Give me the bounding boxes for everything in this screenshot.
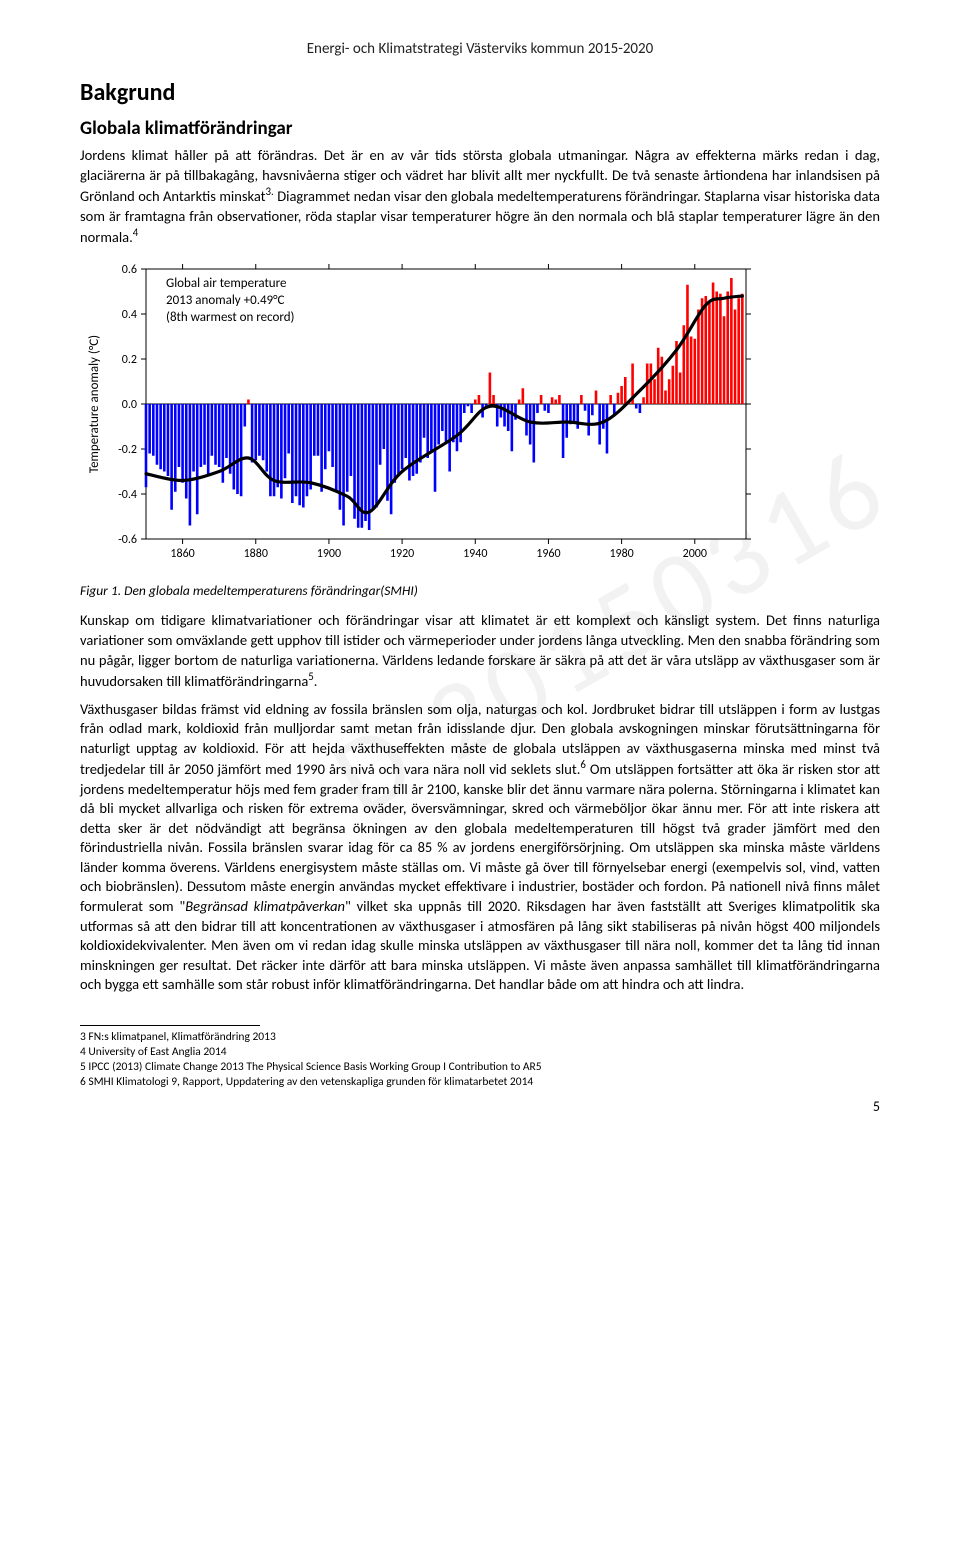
svg-text:1960: 1960 [536,547,560,561]
para3b-text: Om utsläppen fortsätter att öka är riske… [80,760,880,915]
footnote-ref-3: 3. [266,185,274,198]
svg-text:-0.6: -0.6 [118,533,137,547]
paragraph-kunskap: Kunskap om tidigare klimatvariationer oc… [80,611,880,691]
temperature-chart: -0.6 -0.4 -0.2 0.0 0.2 0.4 0.6 1860 1880 1900 1920… [80,259,880,574]
svg-text:Temperature anomaly (°C): Temperature anomaly (°C) [87,335,102,473]
svg-text:2013 anomaly +0.49°C: 2013 anomaly +0.49°C [166,293,285,308]
paragraph-vaxthusgaser: Växthusgaser bildas främst vid eldning a… [80,700,880,995]
subtitle-globala: Globala klimatförändringar [80,117,880,140]
paragraph-intro: Jordens klimat håller på att förändras. … [80,146,880,247]
para3-italic: Begränsad klimatpåverkan [185,897,345,915]
figure-1-caption: Figur 1. Den globala medeltemperaturens … [80,582,880,599]
svg-text:1900: 1900 [317,547,341,561]
page-header: Energi- och Klimatstrategi Västerviks ko… [80,40,880,58]
title-bakgrund: Bakgrund [80,78,880,107]
para2-text: Kunskap om tidigare klimatvariationer oc… [80,611,880,690]
footnote-5: 5 IPCC (2013) Climate Change 2013 The Ph… [80,1060,880,1075]
footnote-3: 3 FN:s klimatpanel, Klimatförändring 201… [80,1030,880,1045]
svg-text:1940: 1940 [463,547,487,561]
svg-text:0.6: 0.6 [122,263,137,277]
svg-text:(8th warmest on record): (8th warmest on record) [166,310,294,325]
svg-text:Global air temperature: Global air temperature [166,276,286,291]
svg-text:1860: 1860 [170,547,194,561]
svg-text:-0.2: -0.2 [118,443,137,457]
svg-text:1920: 1920 [390,547,414,561]
svg-text:1880: 1880 [244,547,268,561]
footnote-6: 6 SMHI Klimatologi 9, Rapport, Uppdateri… [80,1075,880,1090]
svg-text:0.4: 0.4 [122,308,137,322]
footnote-ref-4: 4 [133,226,139,239]
page-number: 5 [80,1098,880,1115]
para2-end: . [314,672,318,690]
svg-text:0.0: 0.0 [122,398,137,412]
footnote-4: 4 University of East Anglia 2014 [80,1045,880,1060]
footnote-separator [80,1025,260,1026]
svg-text:-0.4: -0.4 [118,488,137,502]
svg-text:1980: 1980 [609,547,633,561]
chart-svg: -0.6 -0.4 -0.2 0.0 0.2 0.4 0.6 1860 1880 1900 1920… [80,259,760,569]
svg-text:0.2: 0.2 [122,353,137,367]
svg-text:2000: 2000 [683,547,707,561]
